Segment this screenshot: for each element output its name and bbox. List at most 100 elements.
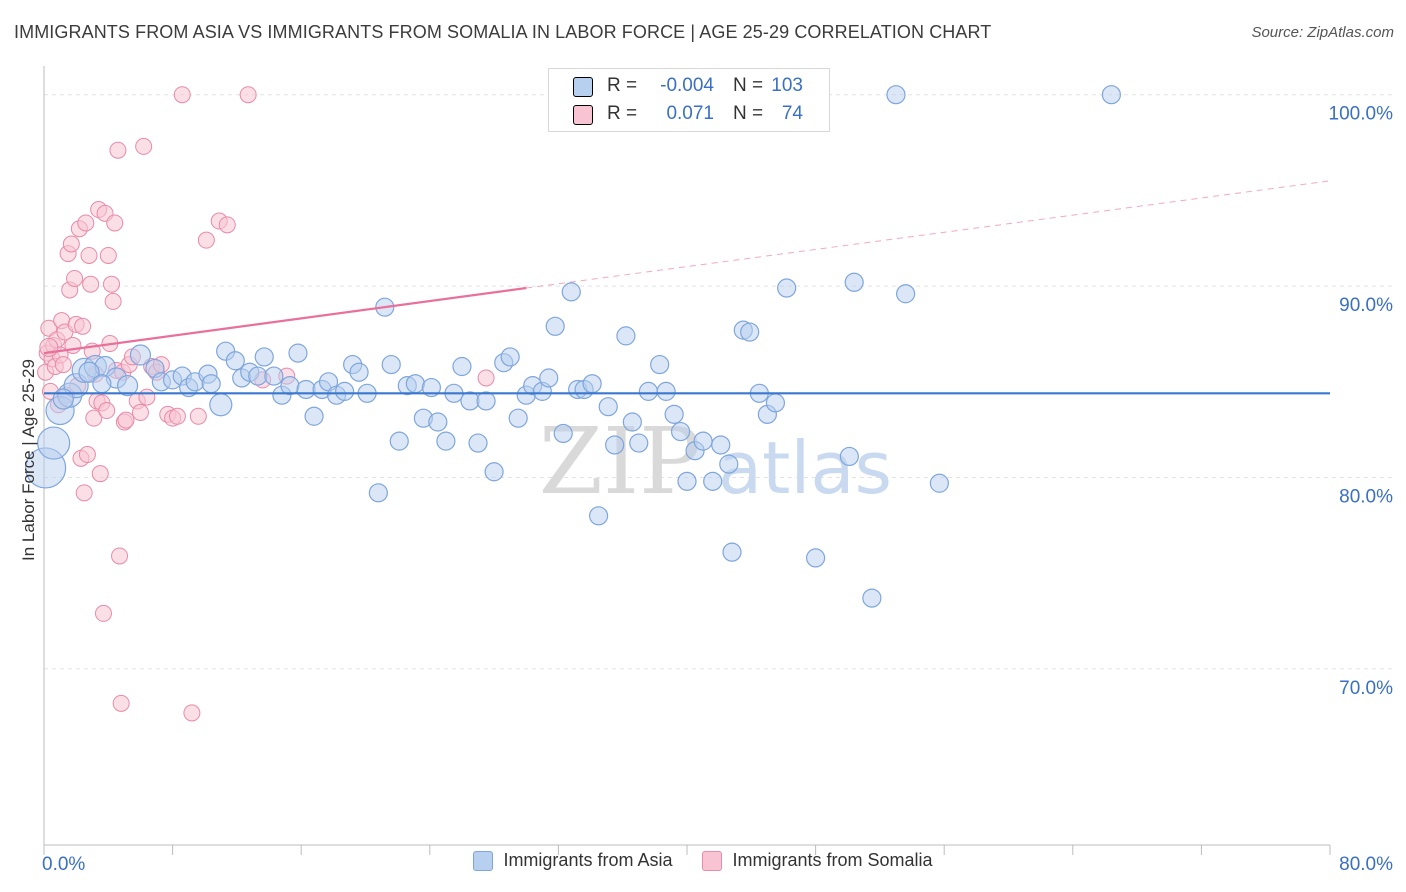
asia-point [839,446,859,467]
asia-point [421,377,442,398]
asia-point [656,381,676,401]
legend-item-somalia[interactable]: Immigrants from Somalia [702,850,933,871]
asia-point [622,412,642,432]
tick-labels: 70.0% 80.0% 90.0% 100.0% 0.0% 80.0% [42,104,1393,875]
somalia-point [40,319,58,337]
somalia-point [75,484,93,502]
somalia-point [218,216,236,234]
asia-point [703,471,723,491]
asia-point [381,354,401,375]
somalia-point [173,86,191,104]
asia-point [670,421,691,442]
legend-asia-swatch [473,850,494,871]
somalia-trend-extension [526,180,1331,289]
asia-point [1101,85,1121,105]
y-tick-label: 90.0% [1339,295,1393,316]
asia-point [844,272,864,292]
asia-point [553,423,573,444]
y-tick-label: 80.0% [1339,487,1393,508]
trend-lines [43,180,1331,395]
somalia-point [168,407,186,425]
asia-point [304,406,324,426]
asia-point [777,278,797,298]
asia-point [650,354,670,375]
somalia-point [66,269,84,287]
stats-legend-box: R = -0.004 N = 103 R = 0.071 N = 74 [548,68,830,132]
x-tick-label: 80.0% [1339,854,1393,875]
asia-point [561,282,581,302]
somalia-point [189,407,207,425]
asia-point [605,435,625,455]
asia-point [929,473,949,493]
asia-point [896,284,916,304]
asia-swatch [573,77,593,97]
x-tick-label: 0.0% [42,854,85,875]
asia-point [78,361,100,383]
somalia-point [104,292,122,310]
somalia-point [477,369,495,387]
somalia-point [85,409,103,427]
somalia-point [106,214,124,232]
asia-point [288,343,308,363]
somalia-swatch [573,105,593,125]
asia-point [693,431,713,451]
asia-point [476,391,496,411]
somalia-point [77,214,95,232]
asia-point [862,588,882,608]
y-axis-label: In Labor Force | Age 25-29 [19,359,38,561]
somalia-point [74,317,92,335]
asia-point [765,393,786,413]
asia-point [248,366,268,386]
stats-row-asia: R = -0.004 N = 103 [549,72,829,100]
asia-point [886,85,906,105]
somalia-point [109,141,127,159]
chart-title: IMMIGRANTS FROM ASIA VS IMMIGRANTS FROM … [14,22,992,42]
asia-point [254,347,274,367]
asia-point [664,404,684,424]
asia-point [92,374,112,394]
asia-point [545,316,565,336]
asia-r-value: -0.004 [660,75,714,96]
somalia-point [94,604,112,622]
legend-item-asia[interactable]: Immigrants from Asia [473,850,672,871]
somalia-point [131,403,149,421]
asia-point [539,368,559,388]
n-label: N = [733,103,764,124]
asia-point [616,326,636,346]
somalia-point [62,235,80,253]
asia-point [209,393,233,417]
series-somalia-points [37,86,495,722]
somalia-point [103,275,121,293]
somalia-point [91,465,109,483]
somalia-point [239,86,257,104]
asia-point [638,381,659,401]
somalia-point [197,231,215,249]
legend-somalia-swatch [702,850,723,871]
asia-point [588,506,609,526]
asia-point [52,388,74,410]
somalia-point [82,275,100,293]
asia-point [37,426,71,460]
somalia-point [78,446,96,464]
r-label: R = [607,103,638,124]
asia-point [264,366,284,386]
somalia-r-value: 0.071 [666,103,714,124]
somalia-point [111,547,129,565]
somalia-n-value: 74 [781,103,803,124]
asia-point [677,471,697,491]
asia-point [389,431,409,451]
asia-point [629,433,649,453]
somalia-point [98,402,116,420]
asia-point [436,431,456,451]
asia-point [335,381,355,401]
somalia-point [112,694,130,712]
asia-point [368,483,388,503]
n-label: N = [733,75,764,96]
asia-point [582,374,602,394]
y-tick-label: 100.0% [1329,104,1394,125]
asia-point [116,375,139,397]
asia-point [296,379,316,400]
asia-point [428,412,448,432]
asia-point [405,374,425,394]
